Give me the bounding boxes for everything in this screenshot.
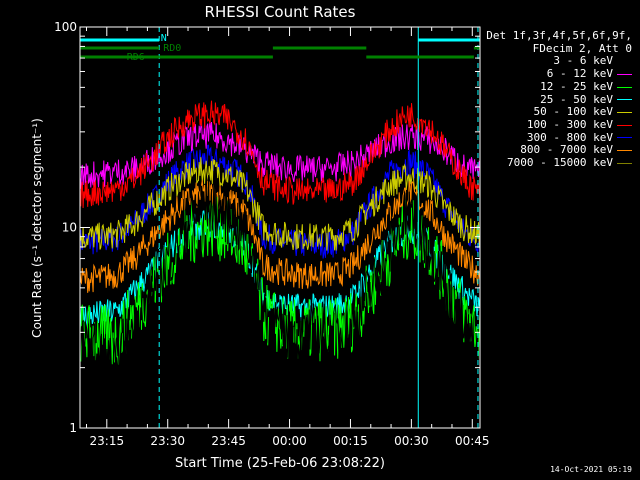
series-line-2: [79, 121, 481, 190]
legend-entry: 12 - 25 keV: [482, 79, 632, 94]
legend-entry: 3 - 6 keV: [482, 55, 632, 68]
legend-label: 12 - 25 keV: [540, 79, 613, 93]
legend-entry: 100 - 300 keV: [482, 117, 632, 132]
bar-label-rd0: RD0: [163, 43, 181, 54]
legend-swatch: [617, 86, 632, 88]
series-line-7: [79, 144, 481, 259]
x-tick-label: 00:45: [455, 434, 490, 448]
legend-entry: 25 - 50 keV: [482, 92, 632, 107]
series-line-6: [79, 100, 481, 209]
legend-label: 100 - 300 keV: [526, 117, 613, 131]
legend-label: 50 - 100 keV: [533, 105, 613, 119]
y-axis-label: Count Rate (s⁻¹ detector segment⁻¹): [30, 118, 44, 338]
legend-entry: 7000 - 15000 keV: [482, 156, 632, 170]
legend: Det 1f,3f,4f,5f,6f,9f, FDecim 2, Att 0 3…: [482, 29, 632, 170]
legend-swatch: [617, 73, 632, 75]
chart-title: RHESSI Count Rates: [205, 3, 356, 21]
legend-swatch: [617, 112, 632, 114]
x-tick-label: 00:00: [272, 434, 307, 448]
legend-label: 800 - 7000 keV: [520, 143, 613, 157]
y-tick-label: 1: [69, 421, 77, 435]
x-axis-label: Start Time (25-Feb-06 23:08:22): [175, 456, 385, 471]
y-tick-label: 100: [54, 20, 77, 34]
legend-swatch: [617, 61, 632, 63]
legend-swatch: [617, 99, 632, 101]
timestamp: 14-Oct-2021 05:19: [550, 465, 632, 474]
x-tick-label: 23:15: [90, 434, 125, 448]
y-tick-label: 10: [62, 221, 77, 235]
legend-header-line-2: FDecim 2, Att 0: [532, 41, 632, 55]
series-line-8: [79, 180, 481, 293]
legend-entry: 50 - 100 keV: [482, 106, 632, 119]
legend-swatch: [617, 162, 632, 164]
legend-header-line-1: Det 1f,3f,4f,5f,6f,9f,: [486, 29, 632, 42]
legend-swatch: [617, 150, 632, 152]
legend-label: 25 - 50 keV: [540, 92, 613, 106]
series-line-1: [79, 175, 481, 394]
legend-entry: 800 - 7000 keV: [482, 144, 632, 157]
legend-entry: 6 - 12 keV: [482, 67, 632, 81]
bar-label-rd6: RD6: [127, 52, 145, 63]
legend-swatch: [617, 137, 632, 139]
legend-label: 300 - 800 keV: [526, 130, 613, 144]
legend-entry: 300 - 800 keV: [482, 130, 632, 145]
legend-swatch: [617, 124, 632, 126]
x-tick-label: 00:30: [394, 434, 429, 448]
bar-label-n: N: [161, 33, 167, 44]
x-tick-label: 23:45: [211, 434, 246, 448]
legend-label: 7000 - 15000 keV: [507, 156, 613, 170]
x-tick-label: 00:15: [333, 434, 368, 448]
x-tick-label: 23:30: [150, 434, 185, 448]
axis-ticks: 1 10 100 23:15 23:30 23:45 00:00 00:15 00:30 00:4…: [54, 20, 489, 448]
series-layer: [79, 100, 481, 394]
legend-label: 3 - 6 keV: [553, 54, 613, 68]
legend-label: 6 - 12 keV: [546, 67, 613, 81]
series-line-5: [79, 157, 481, 251]
